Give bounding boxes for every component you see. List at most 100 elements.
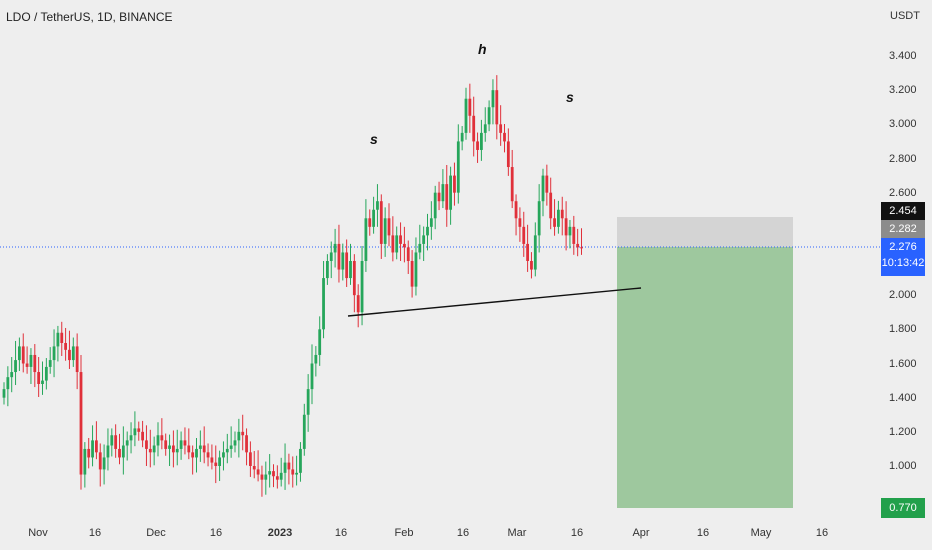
x-tick-label: Mar <box>507 527 527 539</box>
candle-body <box>514 201 518 219</box>
x-tick-label: 2023 <box>267 527 293 539</box>
candle-body <box>272 471 275 477</box>
y-tick-label: 1.000 <box>889 460 917 472</box>
candle-body <box>183 440 187 446</box>
candle-body <box>530 261 533 270</box>
candle-body <box>95 440 98 453</box>
candle-body <box>79 372 83 475</box>
candle-body <box>418 243 422 253</box>
candle-body <box>114 435 118 449</box>
candle-body <box>314 354 318 364</box>
candle-body <box>225 448 229 453</box>
candle-body <box>495 90 499 125</box>
candle-body <box>206 452 210 458</box>
candle-body <box>56 332 60 347</box>
candle-body <box>372 209 375 227</box>
candle-body <box>110 435 114 446</box>
candle-body <box>537 201 541 236</box>
candle-body <box>260 474 264 480</box>
candle-body <box>160 435 164 441</box>
candle-body <box>360 261 364 313</box>
symbol-title[interactable]: LDO / TetherUS, 1D, BINANCE <box>6 10 173 24</box>
candle-body <box>268 471 272 475</box>
candle-body <box>245 435 248 453</box>
x-tick-label: 16 <box>456 527 470 539</box>
candle-body <box>464 98 468 133</box>
candle-body <box>37 372 41 384</box>
candle-body <box>399 235 402 244</box>
x-tick-label: 16 <box>696 527 710 539</box>
candle-body <box>526 243 529 261</box>
candle-body <box>318 329 322 355</box>
candle-body <box>10 372 14 378</box>
y-tick-label: 3.000 <box>889 118 917 131</box>
x-tick-label: May <box>750 527 772 539</box>
candle-body <box>279 472 283 480</box>
candle-body <box>422 235 426 244</box>
candle-body <box>249 452 252 466</box>
candle-body <box>349 261 352 279</box>
candle-body <box>125 440 129 446</box>
candle-body <box>333 243 337 253</box>
candle-body <box>476 141 479 150</box>
candle-body <box>210 457 214 463</box>
candle-body <box>275 476 279 480</box>
candle-body <box>437 192 441 202</box>
y-tick-label: 2.000 <box>889 289 917 302</box>
neckline-trendline[interactable] <box>347 287 642 317</box>
y-tick-label: 3.400 <box>889 50 917 62</box>
candle-body <box>414 252 418 287</box>
candle-body <box>44 366 48 381</box>
candle-body <box>322 278 325 330</box>
x-tick-label: Dec <box>146 527 166 539</box>
candle-body <box>410 261 414 287</box>
risk-zone <box>617 217 793 247</box>
x-tick-label: 16 <box>209 527 223 539</box>
candle-body <box>383 218 387 244</box>
candle-body <box>522 226 526 244</box>
candle-body <box>6 377 10 390</box>
y-tick-label: 2.600 <box>889 186 917 199</box>
bar-countdown: 10:13:42 <box>881 257 925 269</box>
candle-body <box>518 218 522 227</box>
candle-body <box>287 462 291 470</box>
candle-body <box>480 132 483 150</box>
x-tick-label: Apr <box>632 527 650 539</box>
last-price-value: 2.276 <box>889 241 917 253</box>
candle-body <box>68 349 71 361</box>
candle-body <box>106 445 110 458</box>
x-tick-label: 16 <box>815 527 829 539</box>
candle-body <box>222 452 225 458</box>
candle-body <box>549 192 553 219</box>
left-shoulder-label[interactable]: s <box>370 131 378 147</box>
y-tick-label: 2.800 <box>889 152 917 165</box>
candle-body <box>41 380 44 384</box>
candle-body <box>141 431 144 441</box>
candle-body <box>98 452 102 470</box>
candle-body <box>21 346 25 364</box>
candle-body <box>310 363 314 390</box>
candle-body <box>299 448 302 473</box>
candle-body <box>129 435 133 441</box>
right-shoulder-label[interactable]: s <box>566 89 574 105</box>
head-label[interactable]: h <box>478 41 487 57</box>
candle-body <box>376 201 379 210</box>
x-tick-label: Nov <box>28 527 48 539</box>
candle-body <box>295 472 298 475</box>
candle-body <box>499 124 503 133</box>
candle-body <box>306 389 310 415</box>
target-price-badge: 2.454 <box>881 202 925 220</box>
candle-body <box>533 235 537 270</box>
x-tick-label: 16 <box>88 527 102 539</box>
candle-body <box>175 448 179 453</box>
y-tick-label: 1.600 <box>889 357 917 370</box>
candle-body <box>441 184 445 202</box>
candle-body <box>102 457 106 470</box>
candle-body <box>252 466 256 470</box>
candle-body <box>368 218 372 227</box>
candle-body <box>453 175 456 193</box>
candle-body <box>14 360 17 373</box>
candle-body <box>152 445 156 453</box>
candle-body <box>191 452 195 458</box>
